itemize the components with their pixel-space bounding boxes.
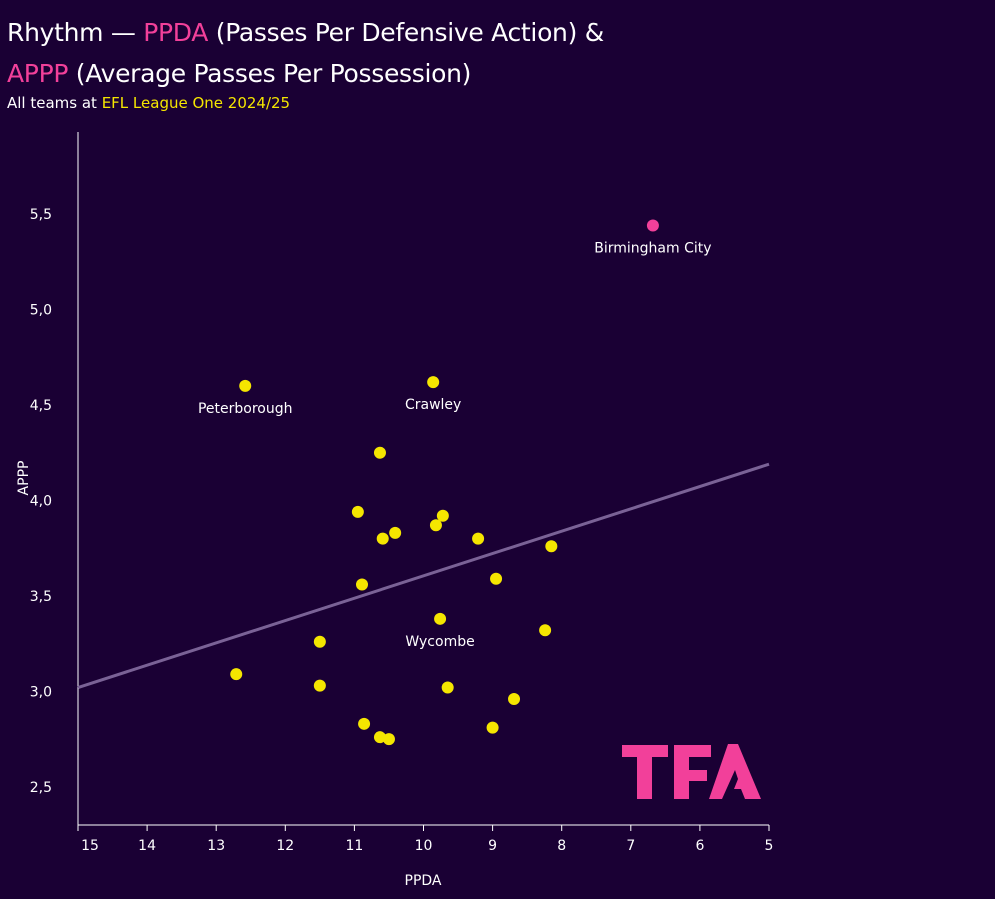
- y-tick-label: 3,5: [30, 589, 52, 605]
- x-tick-label: 13: [207, 838, 225, 854]
- y-tick-label: 3,0: [30, 684, 52, 700]
- data-point: [382, 733, 395, 746]
- x-tick-label: 7: [626, 838, 635, 854]
- x-tick-label: 9: [488, 838, 497, 854]
- data-point: [486, 721, 499, 734]
- trend-line: [77, 462, 770, 689]
- data-point: [646, 219, 659, 232]
- data-point: [356, 578, 369, 591]
- data-point: [313, 679, 326, 692]
- data-point: [358, 717, 371, 730]
- title-prefix: Rhythm —: [7, 18, 144, 47]
- chart-title: Rhythm — PPDA (Passes Per Defensive Acti…: [7, 12, 604, 94]
- chart-subtitle: All teams at EFL League One 2024/25: [7, 94, 290, 112]
- data-point: [389, 526, 402, 539]
- x-tick-label: 10: [415, 838, 433, 854]
- point-label: Wycombe: [405, 634, 474, 650]
- data-point: [436, 509, 449, 522]
- data-point: [373, 446, 386, 459]
- data-point: [472, 532, 485, 545]
- data-point: [508, 693, 521, 705]
- y-axis-label: APPP: [16, 461, 32, 496]
- y-tick-label: 5,0: [30, 303, 52, 319]
- y-tick-label: 5,5: [30, 207, 52, 223]
- title-appp-desc: (Average Passes Per Possession): [68, 59, 472, 88]
- point-label: Peterborough: [198, 401, 293, 417]
- data-point: [441, 681, 454, 694]
- x-tick-label: 8: [557, 838, 566, 854]
- x-tick-label: 14: [138, 838, 156, 854]
- data-point: [376, 532, 389, 545]
- y-tick-label: 4,5: [30, 398, 52, 414]
- data-point: [351, 505, 364, 518]
- title-ppda: PPDA: [143, 18, 209, 47]
- data-point: [313, 635, 326, 648]
- x-tick-label: 15: [81, 838, 99, 854]
- subtitle-league: EFL League One 2024/25: [101, 94, 291, 112]
- point-label: Crawley: [405, 397, 461, 413]
- x-tick-label: 12: [276, 838, 294, 854]
- tfa-logo: [622, 744, 761, 799]
- data-point: [373, 731, 386, 744]
- x-tick-label: 6: [695, 838, 704, 854]
- point-label: Birmingham City: [594, 241, 711, 257]
- data-point: [239, 379, 252, 392]
- data-point: [545, 540, 558, 553]
- data-point: [539, 624, 552, 637]
- title-ppda-desc: (Passes Per Defensive Action) &: [208, 18, 604, 47]
- data-point: [490, 572, 503, 585]
- title-appp: APPP: [7, 59, 69, 88]
- y-tick-label: 4,0: [30, 493, 52, 509]
- subtitle-prefix: All teams at: [7, 94, 102, 112]
- x-tick-label: 11: [345, 838, 363, 854]
- data-point: [427, 376, 440, 389]
- data-point: [230, 668, 243, 681]
- x-tick-label: 5: [765, 838, 774, 854]
- y-tick-label: 2,5: [30, 780, 52, 796]
- data-point: [429, 519, 442, 532]
- data-point: [434, 612, 447, 625]
- x-axis-label: PPDA: [405, 873, 442, 889]
